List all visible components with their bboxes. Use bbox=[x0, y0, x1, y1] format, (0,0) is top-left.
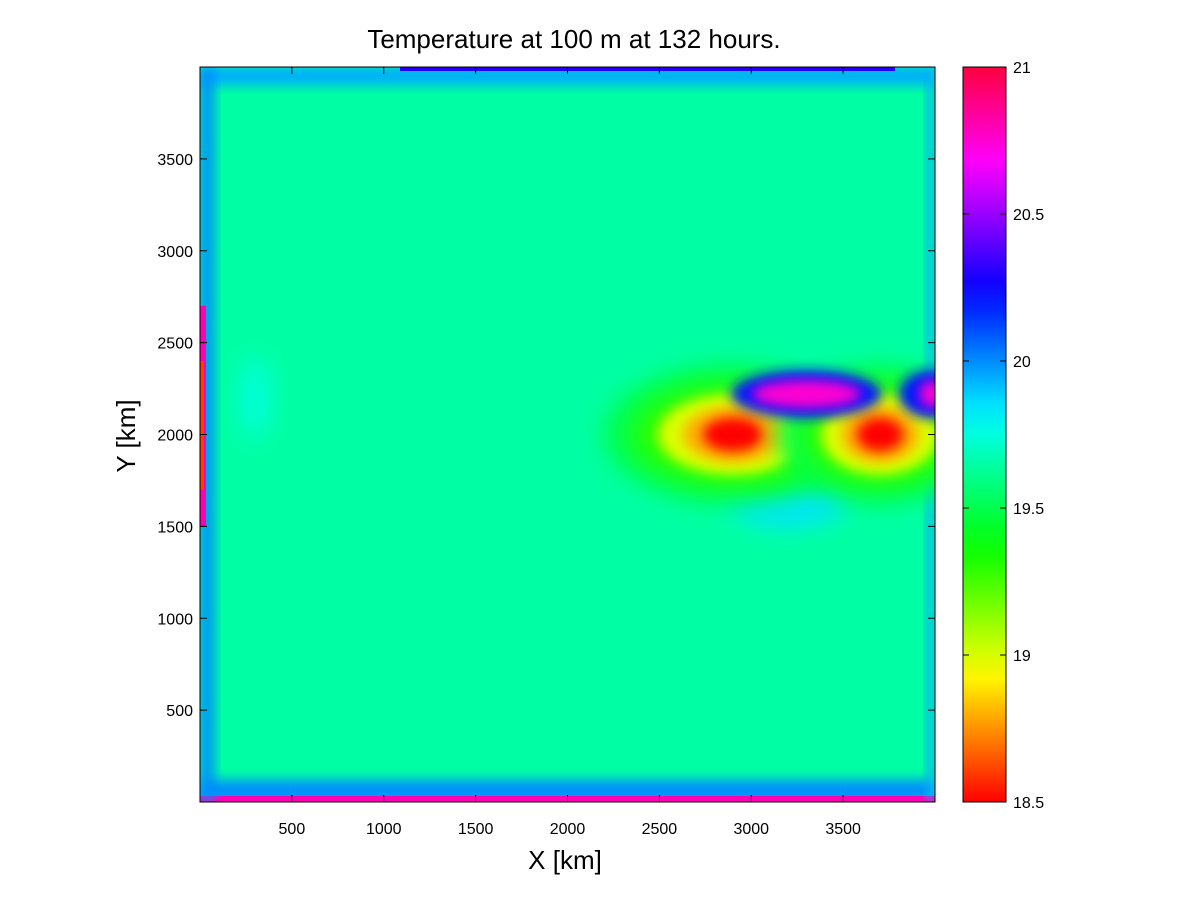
colorbar-tick-label: 18.5 bbox=[1013, 795, 1044, 812]
colorbar-frame bbox=[962, 66, 1007, 803]
x-axis: 500 1000 1500 2000 2500 3000 3500 bbox=[279, 67, 861, 838]
y-tick-label: 2000 bbox=[157, 428, 193, 445]
cool-lobe-2 bbox=[899, 370, 935, 419]
y-tick-label: 500 bbox=[166, 703, 193, 720]
colorbar: 18.5 19 19.5 20 20.5 21 bbox=[962, 60, 1044, 812]
y-tick-label: 1000 bbox=[157, 611, 193, 628]
x-tick-label: 3000 bbox=[733, 821, 769, 838]
x-tick-label: 3500 bbox=[825, 821, 861, 838]
colorbar-tick-label: 20.5 bbox=[1013, 207, 1044, 224]
x-tick-label: 2500 bbox=[642, 821, 678, 838]
x-tick-label: 500 bbox=[279, 821, 306, 838]
y-axis: 500 1000 1500 2000 2500 3000 3500 bbox=[157, 152, 935, 720]
x-tick-label: 1500 bbox=[458, 821, 494, 838]
colorbar-tick-label: 19 bbox=[1013, 648, 1031, 665]
colorbar-tick-label: 20 bbox=[1013, 354, 1031, 371]
x-axis-label: X [km] bbox=[528, 845, 602, 875]
y-tick-label: 3000 bbox=[157, 244, 193, 261]
y-tick-label: 3500 bbox=[157, 152, 193, 169]
colorbar-tick-label: 21 bbox=[1013, 60, 1031, 77]
y-tick-label: 1500 bbox=[157, 519, 193, 536]
wake-feature bbox=[241, 357, 270, 438]
heatmap-plot-area bbox=[200, 67, 935, 802]
chart-title: Temperature at 100 m at 132 hours. bbox=[367, 24, 780, 54]
x-tick-label: 2000 bbox=[550, 821, 586, 838]
colorbar-tick-label: 19.5 bbox=[1013, 501, 1044, 518]
y-axis-label: Y [km] bbox=[111, 399, 141, 472]
colorbar-scale bbox=[963, 67, 1006, 802]
x-tick-label: 1000 bbox=[366, 821, 402, 838]
cool-lobe-1 bbox=[731, 370, 882, 419]
y-tick-label: 2500 bbox=[157, 336, 193, 353]
